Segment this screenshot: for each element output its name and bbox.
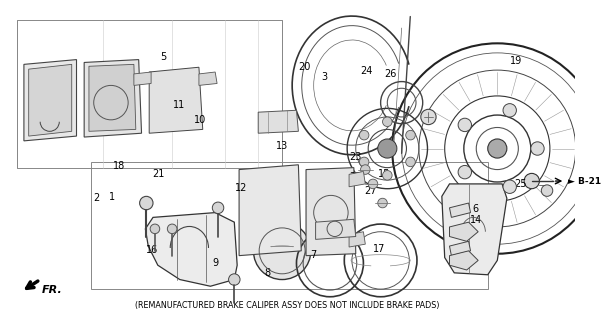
Text: 18: 18 bbox=[114, 161, 126, 171]
Text: 19: 19 bbox=[510, 56, 522, 66]
Circle shape bbox=[503, 104, 516, 117]
Circle shape bbox=[212, 202, 224, 213]
Circle shape bbox=[406, 157, 415, 167]
Text: 9: 9 bbox=[213, 258, 219, 268]
Polygon shape bbox=[29, 64, 72, 136]
Circle shape bbox=[542, 185, 553, 196]
Circle shape bbox=[167, 224, 177, 234]
Polygon shape bbox=[349, 172, 365, 187]
Text: 4: 4 bbox=[353, 176, 359, 187]
Text: 6: 6 bbox=[473, 204, 479, 214]
Polygon shape bbox=[442, 184, 507, 275]
Text: 20: 20 bbox=[299, 62, 311, 72]
Circle shape bbox=[361, 165, 370, 174]
Circle shape bbox=[503, 180, 516, 193]
Text: (REMANUFACTURED BRAKE CALIPER ASSY DOES NOT INCLUDE BRAKE PADS): (REMANUFACTURED BRAKE CALIPER ASSY DOES … bbox=[135, 301, 439, 310]
Circle shape bbox=[359, 130, 369, 140]
Text: 1: 1 bbox=[109, 192, 115, 202]
Text: 12: 12 bbox=[235, 182, 248, 193]
Circle shape bbox=[378, 139, 397, 158]
Polygon shape bbox=[24, 60, 76, 141]
Polygon shape bbox=[239, 165, 301, 256]
Polygon shape bbox=[84, 60, 142, 137]
Text: 23: 23 bbox=[349, 152, 361, 162]
Circle shape bbox=[383, 171, 392, 180]
Polygon shape bbox=[349, 232, 365, 247]
Text: 7: 7 bbox=[310, 250, 316, 260]
Text: 15: 15 bbox=[378, 169, 390, 179]
Text: 8: 8 bbox=[264, 268, 270, 278]
Circle shape bbox=[254, 222, 311, 280]
Text: 5: 5 bbox=[160, 52, 167, 62]
Text: FR.: FR. bbox=[42, 285, 63, 295]
Circle shape bbox=[359, 157, 369, 167]
Circle shape bbox=[383, 117, 392, 126]
Text: 11: 11 bbox=[173, 100, 186, 110]
Text: 16: 16 bbox=[146, 245, 159, 255]
Text: 10: 10 bbox=[194, 115, 206, 125]
Circle shape bbox=[378, 198, 387, 208]
Text: 27: 27 bbox=[364, 186, 377, 196]
Polygon shape bbox=[450, 222, 478, 241]
Polygon shape bbox=[89, 64, 136, 131]
Text: 26: 26 bbox=[385, 69, 397, 79]
Circle shape bbox=[406, 130, 415, 140]
Text: 17: 17 bbox=[373, 244, 385, 254]
Text: 24: 24 bbox=[361, 66, 373, 76]
Text: 22: 22 bbox=[349, 172, 361, 182]
Circle shape bbox=[228, 274, 240, 285]
Circle shape bbox=[458, 118, 472, 132]
Polygon shape bbox=[145, 212, 237, 286]
Polygon shape bbox=[450, 251, 478, 270]
Polygon shape bbox=[199, 72, 217, 85]
Text: 3: 3 bbox=[322, 72, 328, 82]
Circle shape bbox=[458, 165, 472, 179]
Polygon shape bbox=[450, 203, 471, 217]
Polygon shape bbox=[306, 168, 356, 256]
Text: 21: 21 bbox=[152, 169, 164, 179]
Polygon shape bbox=[316, 219, 356, 239]
Polygon shape bbox=[258, 110, 298, 133]
Text: ► B-21: ► B-21 bbox=[568, 177, 601, 186]
Polygon shape bbox=[149, 67, 203, 133]
Text: 14: 14 bbox=[470, 215, 482, 225]
Text: 25: 25 bbox=[514, 179, 526, 189]
Circle shape bbox=[139, 196, 153, 210]
Circle shape bbox=[150, 224, 160, 234]
Circle shape bbox=[531, 142, 544, 155]
Circle shape bbox=[421, 109, 436, 124]
Circle shape bbox=[524, 173, 539, 189]
Text: 2: 2 bbox=[93, 193, 100, 203]
Polygon shape bbox=[450, 241, 471, 256]
Polygon shape bbox=[134, 72, 151, 85]
Text: 13: 13 bbox=[275, 141, 288, 151]
Circle shape bbox=[488, 139, 507, 158]
Circle shape bbox=[368, 179, 378, 189]
